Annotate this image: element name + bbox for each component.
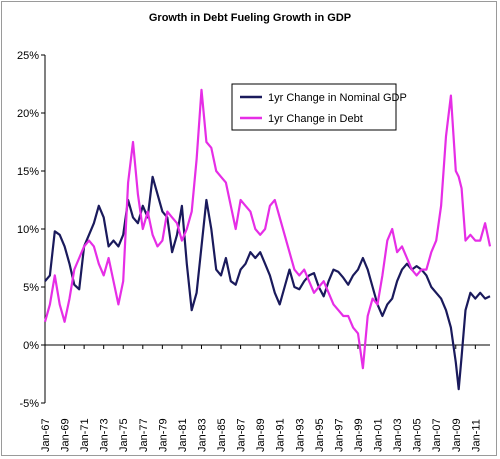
series-line-nominal-gdp	[44, 175, 491, 391]
series-line-debt	[43, 88, 492, 370]
legend: 1yr Change in Nominal GDP 1yr Change in …	[231, 83, 407, 131]
x-tick-label: Jan-69	[60, 418, 72, 452]
y-tick-label: 15%	[17, 166, 39, 178]
x-tick-label: Jan-95	[314, 418, 326, 452]
y-tick-label: 0%	[23, 340, 39, 352]
x-tick-label: Jan-67	[40, 418, 52, 452]
x-tick-label: Jan-77	[138, 418, 150, 452]
chart-title: Growth in Debt Fueling Growth in GDP	[148, 12, 352, 24]
x-tick-label: Jan-75	[118, 418, 130, 452]
x-tick-label: Jan-11	[470, 419, 482, 452]
y-tick-label: 20%	[17, 108, 39, 120]
x-tick-label: Jan-89	[255, 418, 267, 452]
x-axis: Jan-67 Jan-69 Jan-71 Jan-73 Jan-75 Jan-77 Jan-…	[40, 344, 490, 452]
x-tick-label: Jan-91	[275, 418, 287, 452]
x-tick-label: Jan-07	[431, 418, 443, 452]
x-tick-label: Jan-99	[353, 418, 365, 452]
x-tick-label: Jan-73	[99, 418, 111, 452]
x-tick-label: Jan-87	[236, 418, 248, 452]
x-tick-label: Jan-83	[196, 418, 208, 452]
x-tick-label: Jan-03	[392, 418, 404, 452]
x-tick-label: Jan-97	[333, 418, 345, 452]
x-tick-label: Jan-85	[216, 418, 228, 452]
y-tick-label: -5%	[19, 398, 39, 410]
y-tick-label: 5%	[23, 282, 39, 294]
y-tick-label: 10%	[17, 224, 39, 236]
legend-label-debt: 1yr Change in Debt	[268, 113, 363, 125]
x-tick-label: Jan-05	[412, 418, 424, 452]
legend-box	[231, 83, 397, 131]
x-tick-label: Jan-81	[177, 418, 189, 452]
x-tick-label: Jan-01	[373, 418, 385, 452]
x-tick-label: Jan-71	[79, 418, 91, 452]
legend-label-gdp: 1yr Change in Nominal GDP	[268, 92, 407, 104]
y-axis: 25% 20% 15% 10% 5% 0% -5%	[17, 50, 46, 410]
x-tick-label: Jan-09	[451, 418, 463, 452]
x-tick-label: Jan-93	[294, 418, 306, 452]
series-lines	[43, 88, 492, 391]
y-tick-label: 25%	[17, 50, 39, 62]
x-tick-label: Jan-79	[157, 418, 169, 452]
